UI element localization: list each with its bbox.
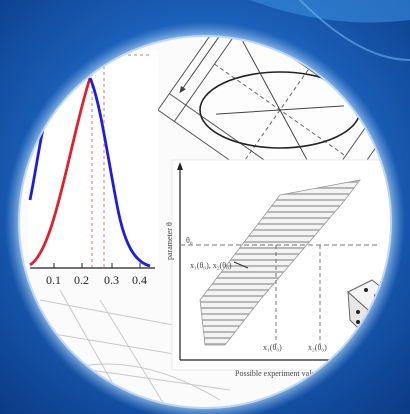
interval-plot: θ₀ x₁(θ₀), x₂(θ₀) x₁(θ₀) x₂(θ₀) Possible… [165, 159, 391, 378]
red-curve [29, 77, 92, 267]
x-tick-0.3: 0.3 [104, 273, 119, 287]
x-axis-label: Possible experiment values x [235, 369, 328, 378]
x-tick-0.4: 0.4 [132, 273, 147, 287]
x2-marker-label: x₂(θ₀) [308, 343, 327, 352]
x-tick-0.2: 0.2 [74, 273, 89, 287]
interval-label: x₁(θ₀), x₂(θ₀) [190, 261, 232, 270]
lens-rim [18, 35, 392, 409]
blue-curve-right [88, 77, 151, 268]
x1-marker-label: x₁(θ₀) [263, 343, 282, 352]
confidence-belt [199, 179, 361, 346]
theta-label: θ₀ [186, 236, 193, 245]
y-axis-label: parameter θ [165, 222, 174, 260]
x-tick-0.1: 0.1 [46, 273, 61, 287]
background-streak [250, 0, 410, 23]
